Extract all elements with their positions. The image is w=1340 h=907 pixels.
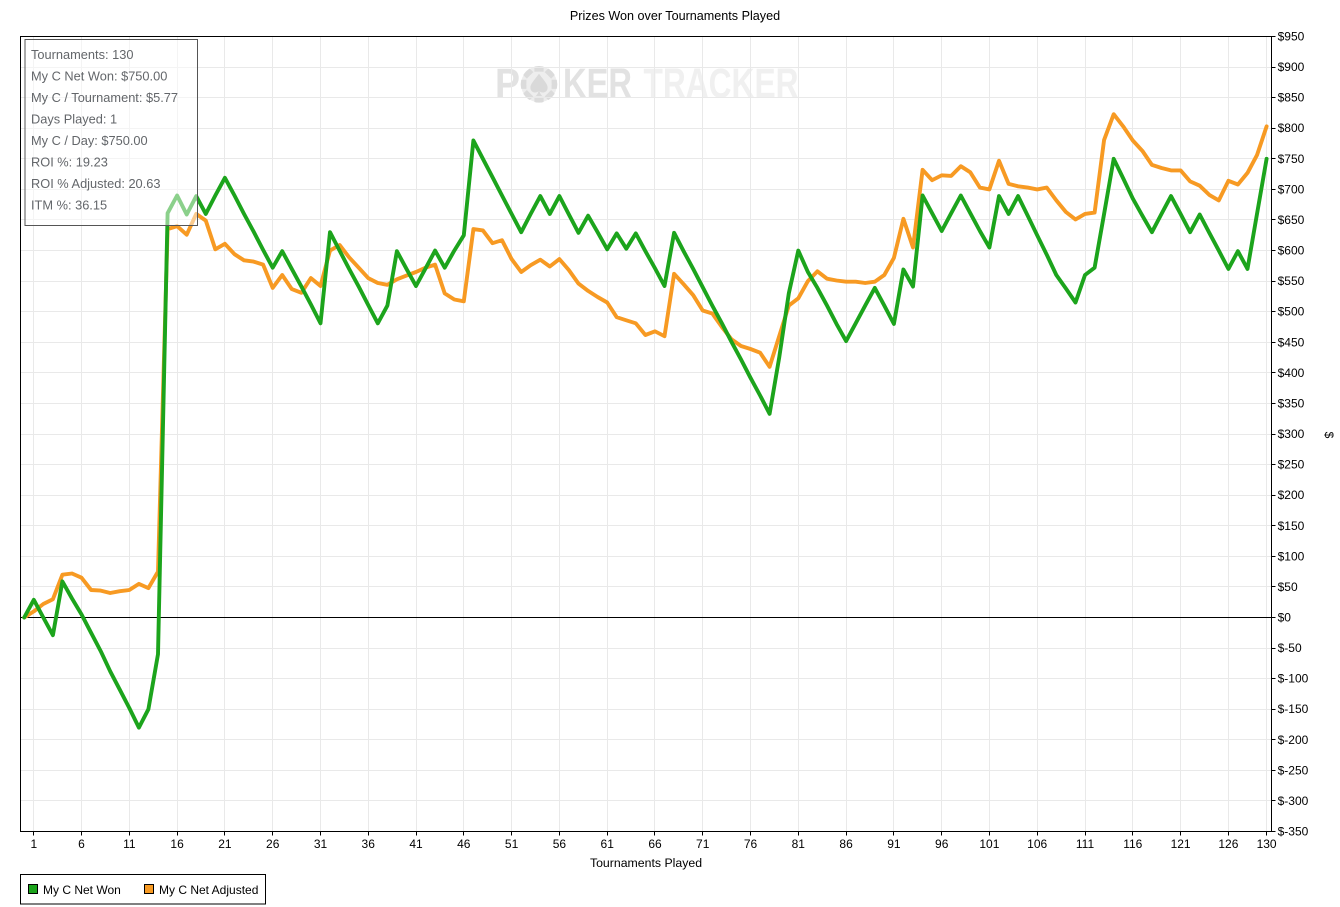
svg-text:81: 81 [792, 837, 806, 851]
svg-text:My C / Tournament: $5.77: My C / Tournament: $5.77 [31, 90, 178, 105]
svg-text:$200: $200 [1278, 488, 1305, 502]
svg-text:$350: $350 [1278, 396, 1305, 410]
svg-text:$300: $300 [1278, 427, 1305, 441]
svg-text:$-200: $-200 [1278, 733, 1309, 747]
svg-text:$550: $550 [1278, 274, 1305, 288]
svg-text:Tournaments: 130: Tournaments: 130 [31, 47, 133, 62]
svg-text:$750: $750 [1278, 152, 1305, 166]
svg-text:$: $ [1322, 432, 1336, 439]
svg-text:My C Net Adjusted: My C Net Adjusted [159, 883, 258, 897]
svg-text:$150: $150 [1278, 519, 1305, 533]
svg-text:$-250: $-250 [1278, 763, 1309, 777]
svg-text:106: 106 [1027, 837, 1047, 851]
svg-text:My C Net Won: My C Net Won [43, 883, 121, 897]
svg-text:116: 116 [1123, 837, 1142, 851]
svg-text:46: 46 [457, 837, 471, 851]
svg-text:$-300: $-300 [1278, 794, 1309, 808]
svg-text:$900: $900 [1278, 60, 1305, 74]
svg-text:$850: $850 [1278, 91, 1305, 105]
svg-text:86: 86 [839, 837, 853, 851]
svg-text:76: 76 [744, 837, 758, 851]
svg-text:$100: $100 [1278, 549, 1305, 563]
svg-text:$700: $700 [1278, 182, 1305, 196]
svg-text:51: 51 [505, 837, 519, 851]
svg-text:KER: KER [563, 60, 632, 107]
svg-text:ROI % Adjusted: 20.63: ROI % Adjusted: 20.63 [31, 176, 160, 191]
svg-text:$650: $650 [1278, 213, 1305, 227]
svg-text:$50: $50 [1278, 580, 1298, 594]
svg-text:ROI %: 19.23: ROI %: 19.23 [31, 155, 108, 170]
svg-text:$500: $500 [1278, 305, 1305, 319]
svg-text:101: 101 [979, 837, 999, 851]
svg-text:$0: $0 [1278, 611, 1292, 625]
svg-text:Days Played: 1: Days Played: 1 [31, 112, 117, 127]
svg-text:6: 6 [78, 837, 85, 851]
svg-text:41: 41 [409, 837, 423, 851]
svg-text:56: 56 [553, 837, 567, 851]
svg-text:130: 130 [1257, 837, 1277, 851]
svg-text:61: 61 [601, 837, 615, 851]
svg-text:66: 66 [648, 837, 662, 851]
svg-text:My C Net Won: $750.00: My C Net Won: $750.00 [31, 69, 167, 84]
svg-text:$-150: $-150 [1278, 702, 1309, 716]
svg-text:$400: $400 [1278, 366, 1305, 380]
svg-text:1: 1 [30, 837, 37, 851]
svg-text:111: 111 [1076, 837, 1095, 851]
svg-text:$600: $600 [1278, 244, 1305, 258]
svg-text:36: 36 [362, 837, 376, 851]
svg-text:26: 26 [266, 837, 280, 851]
svg-text:TRACKER: TRACKER [644, 60, 799, 107]
svg-text:$-100: $-100 [1278, 672, 1309, 686]
svg-text:126: 126 [1218, 837, 1238, 851]
svg-text:My C / Day: $750.00: My C / Day: $750.00 [31, 133, 148, 148]
svg-text:$-350: $-350 [1278, 825, 1309, 839]
svg-text:121: 121 [1171, 837, 1191, 851]
svg-text:$250: $250 [1278, 458, 1305, 472]
svg-text:71: 71 [696, 837, 710, 851]
svg-text:$450: $450 [1278, 335, 1305, 349]
svg-text:91: 91 [887, 837, 901, 851]
svg-text:ITM %: 36.15: ITM %: 36.15 [31, 198, 107, 213]
svg-text:Prizes Won over Tournaments Pl: Prizes Won over Tournaments Played [570, 9, 780, 23]
svg-text:21: 21 [218, 837, 232, 851]
svg-text:16: 16 [170, 837, 184, 851]
svg-text:$950: $950 [1278, 30, 1305, 44]
svg-text:96: 96 [935, 837, 949, 851]
svg-text:Tournaments Played: Tournaments Played [590, 856, 702, 870]
svg-text:$800: $800 [1278, 121, 1305, 135]
svg-text:P: P [495, 60, 520, 107]
svg-text:31: 31 [314, 837, 328, 851]
svg-text:11: 11 [123, 837, 136, 851]
svg-text:$-50: $-50 [1278, 641, 1302, 655]
